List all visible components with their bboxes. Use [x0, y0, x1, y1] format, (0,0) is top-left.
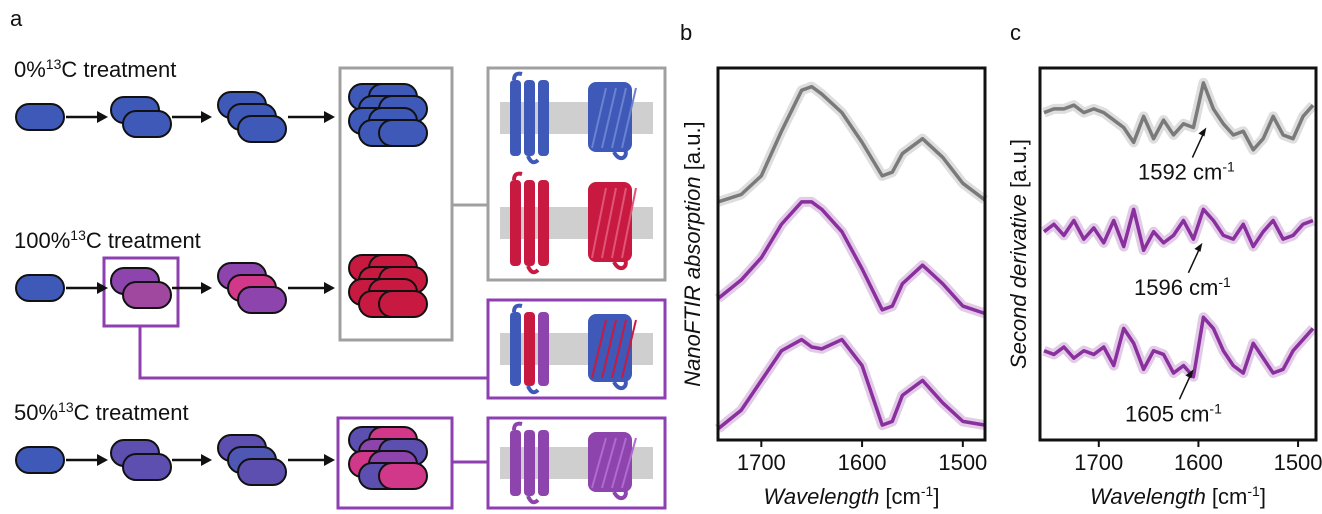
helix — [524, 430, 535, 496]
text-part: 0% — [14, 57, 46, 82]
helix — [538, 430, 549, 496]
text-part: 100% — [14, 228, 70, 253]
row-label: 50%13C treatment — [14, 399, 189, 425]
x-tick-label: 1600 — [1174, 450, 1223, 475]
x-tick-label: 1600 — [838, 450, 887, 475]
y-axis-label: NanoFTIR absorption [a.u.] — [680, 121, 705, 386]
text-part: ] — [933, 484, 939, 509]
arrow-head — [201, 111, 212, 123]
x-tick-label: 1500 — [938, 450, 987, 475]
arrow-head — [201, 282, 212, 294]
text-part: -1 — [921, 483, 934, 499]
helix — [538, 180, 549, 266]
cell — [123, 454, 171, 480]
text-part: Second derivative — [1006, 194, 1031, 369]
text-part: -1 — [1222, 159, 1235, 175]
y-axis-label: Second derivative [a.u.] — [1006, 139, 1031, 369]
cell — [379, 291, 427, 317]
x-tick-label: 1700 — [737, 450, 786, 475]
annotation-arrow — [1192, 134, 1203, 158]
text-part: C treatment — [61, 57, 176, 82]
helix — [524, 312, 535, 386]
cell — [123, 282, 171, 308]
helix — [524, 80, 535, 156]
text-part: Wavelength — [1090, 484, 1206, 509]
text-part: 50% — [14, 400, 58, 425]
panel-label: c — [1010, 20, 1021, 45]
text-part: [a.u.] — [1006, 139, 1031, 194]
helix — [510, 312, 521, 386]
helix — [510, 80, 521, 156]
annotation: 1596 cm-1 — [1134, 274, 1231, 300]
helix — [524, 180, 535, 266]
series-halo — [718, 202, 985, 314]
annotation-head — [1194, 243, 1202, 252]
figure: a b c 0%13C treatment100%13C treatment50… — [0, 0, 1322, 514]
row-label: 0%13C treatment — [14, 56, 176, 82]
text-part: C treatment — [74, 400, 189, 425]
x-tick-label: 1500 — [1274, 450, 1322, 475]
text-part: 1596 cm — [1134, 275, 1218, 300]
panel-label: a — [10, 6, 23, 31]
cell — [238, 116, 286, 142]
connector — [140, 326, 488, 378]
arrow-head — [324, 454, 335, 466]
cell — [16, 104, 64, 130]
annotation-arrow — [1188, 249, 1199, 273]
cell — [16, 447, 64, 473]
cell — [123, 111, 171, 137]
cell — [238, 459, 286, 485]
text-part: -1 — [1218, 274, 1231, 290]
text-part: 1605 cm — [1125, 401, 1209, 426]
text-part: 13 — [70, 227, 86, 243]
text-part: ] — [1260, 484, 1266, 509]
text-part: [cm — [1206, 484, 1248, 509]
arrow-head — [324, 111, 335, 123]
text-part: 13 — [58, 399, 74, 415]
arrow-head — [97, 111, 108, 123]
text-part: Wavelength — [764, 484, 880, 509]
cell — [16, 275, 64, 301]
arrow-head — [97, 454, 108, 466]
series-line — [718, 340, 985, 429]
text-part: [a.u.] — [680, 121, 705, 176]
text-part: -1 — [1209, 400, 1222, 416]
helix — [538, 312, 549, 386]
text-part: NanoFTIR absorption — [680, 176, 705, 386]
annotation-head — [1198, 128, 1206, 137]
arrow-head — [324, 282, 335, 294]
cell — [238, 287, 286, 313]
cell — [379, 120, 427, 146]
text-part: C treatment — [86, 228, 201, 253]
series-halo — [718, 87, 985, 202]
panel-label: b — [680, 20, 692, 45]
helix — [510, 430, 521, 496]
helix — [510, 180, 521, 266]
text-part: [cm — [879, 484, 921, 509]
helix — [538, 80, 549, 156]
annotation-arrow — [1179, 375, 1190, 399]
x-axis-label: Wavelength [cm-1] — [1090, 483, 1266, 509]
text-part: 13 — [46, 56, 62, 72]
text-part: -1 — [1247, 483, 1260, 499]
text-part: 1592 cm — [1138, 160, 1222, 185]
x-axis-label: Wavelength [cm-1] — [764, 483, 940, 509]
row-label: 100%13C treatment — [14, 227, 201, 253]
arrow-head — [201, 454, 212, 466]
annotation: 1592 cm-1 — [1138, 159, 1235, 185]
x-tick-label: 1700 — [1074, 450, 1123, 475]
cell — [379, 463, 427, 489]
annotation: 1605 cm-1 — [1125, 400, 1222, 426]
